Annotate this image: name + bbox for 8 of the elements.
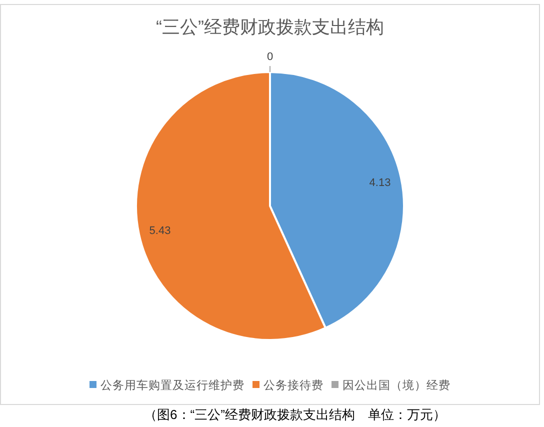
data-label: 0 [266,51,274,63]
legend-label: 公务接待费 [264,380,324,392]
caption: （图6：“三公”经费财政拨款支出结构 单位：万元） [144,407,446,422]
data-label: 5.43 [149,224,171,237]
legend-label: 因公出国（境）经费 [342,380,450,392]
data-label: 4.13 [369,177,391,190]
chart-title: “三公”经费财政拨款支出结构 [156,17,384,37]
legend-label: 公务用车购置及运行维护费 [100,380,244,392]
